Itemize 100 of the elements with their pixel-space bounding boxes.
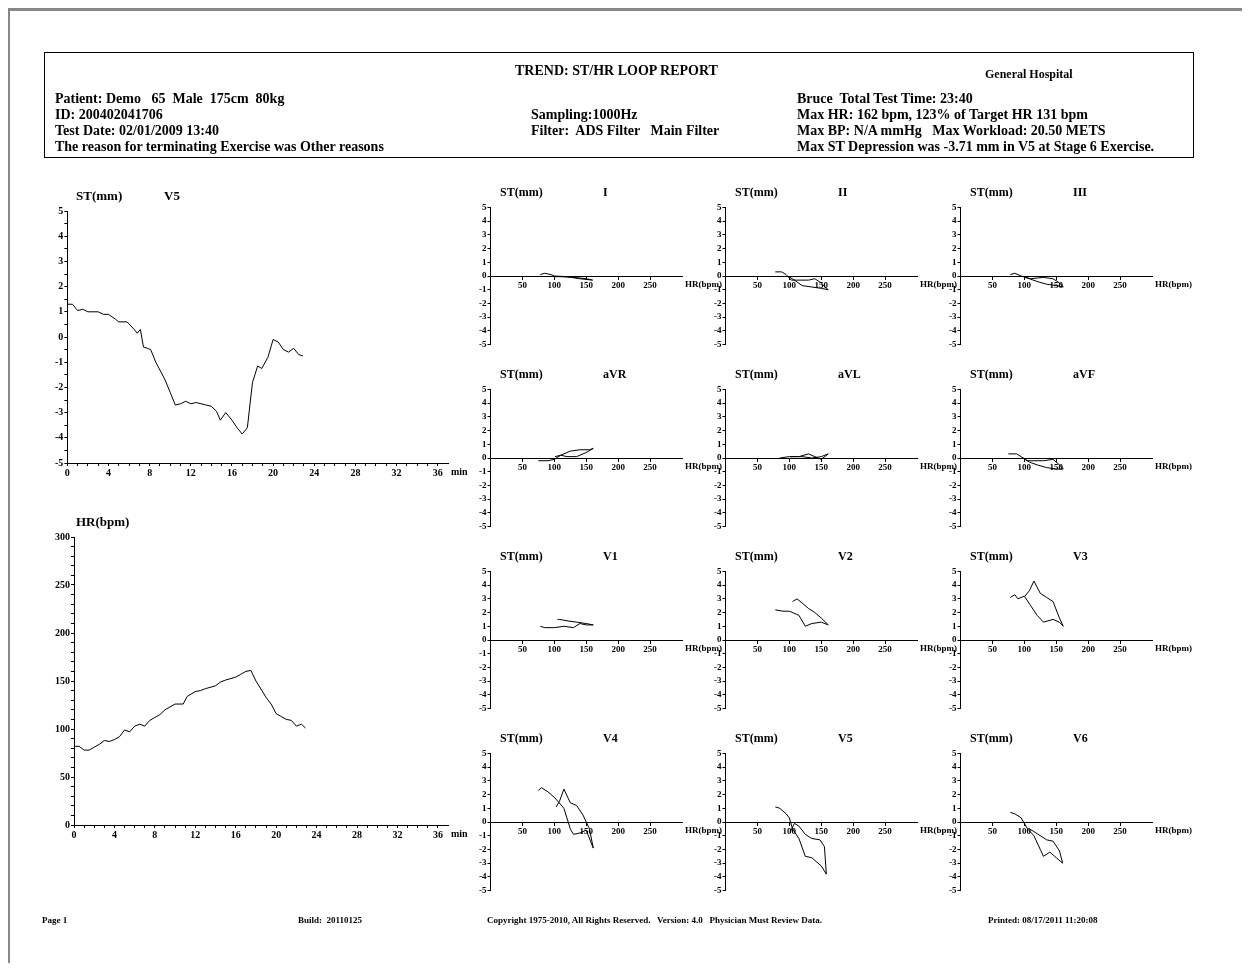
y-tick-label: 1 [952, 438, 957, 449]
y-tick-label: 4 [717, 397, 722, 408]
y-tick-label: -3 [479, 675, 487, 686]
y-tick-label: -2 [714, 661, 722, 672]
y-tick-label: -5 [714, 338, 722, 349]
y-tick-label: -4 [54, 431, 64, 443]
y-tick-label: -4 [714, 507, 722, 518]
y-tick-label: -2 [949, 297, 957, 308]
chart-title: V2 [838, 549, 853, 564]
y-tick-label: 4 [952, 397, 957, 408]
text: Page 1 [42, 915, 68, 925]
text: Copyright 1975-2010, All Rights Reserved. Version: 4.0 Physician Must Review Data. [487, 915, 822, 925]
y-tick-label: 1 [482, 256, 487, 267]
y-tick-label: -3 [949, 311, 957, 322]
y-axis-title: ST(mm) [970, 549, 1013, 564]
x-tick-label: 20 [268, 466, 279, 478]
y-tick-label: 3 [952, 229, 957, 240]
x-tick-label: 100 [1017, 825, 1032, 836]
y-tick-label: -4 [949, 871, 957, 882]
y-tick-label: 5 [482, 565, 487, 576]
y-tick-label: -1 [479, 830, 487, 841]
y-tick-label: -4 [714, 871, 722, 882]
text: TREND: ST/HR LOOP REPORT [515, 63, 718, 79]
x-tick-label: 32 [391, 466, 402, 478]
x-tick-label: 100 [547, 279, 562, 290]
x-tick-label: 28 [352, 828, 363, 840]
x-tick-label: 50 [517, 643, 528, 654]
y-tick-label: -3 [714, 493, 722, 504]
y-tick-label: -4 [479, 871, 487, 882]
y-tick-label: -2 [479, 843, 487, 854]
x-tick-label: 150 [814, 825, 829, 836]
x-tick-label: 100 [547, 643, 562, 654]
y-axis-title: ST(mm) [500, 731, 543, 746]
x-tick-label: 100 [782, 279, 797, 290]
y-tick-label: -5 [714, 520, 722, 531]
x-tick-label: 150 [579, 279, 594, 290]
text: Max BP: N/A mmHg Max Workload: 20.50 METS [797, 123, 1107, 139]
text: ID: 200402041706 [55, 107, 164, 123]
x-tick-label: 250 [643, 643, 658, 654]
x-tick-label: 200 [611, 643, 626, 654]
y-tick-label: -3 [714, 675, 722, 686]
x-tick-label: 250 [878, 643, 893, 654]
y-tick-label: -2 [479, 297, 487, 308]
x-tick-label: 8 [152, 828, 158, 840]
x-tick-label: 16 [230, 828, 241, 840]
y-tick-label: 5 [717, 383, 722, 394]
y-tick-label: -2 [714, 843, 722, 854]
y-tick-label: 5 [952, 747, 957, 758]
x-tick-label: 28 [350, 466, 361, 478]
chart-title: V5 [838, 731, 853, 746]
y-tick-label: -2 [54, 380, 64, 392]
y-tick-label: -3 [479, 857, 487, 868]
y-tick-label: 4 [482, 397, 487, 408]
y-tick-label: 2 [952, 242, 957, 253]
y-tick-label: 1 [952, 256, 957, 267]
y-tick-label: -1 [479, 466, 487, 477]
y-tick-label: -3 [714, 311, 722, 322]
y-tick-label: 0 [717, 452, 722, 463]
y-tick-label: 2 [952, 788, 957, 799]
chart-title: III [1073, 185, 1088, 200]
y-tick-label: 1 [717, 802, 722, 813]
y-tick-label: 2 [482, 788, 487, 799]
x-tick-label: 50 [752, 825, 763, 836]
y-tick-label: 0 [717, 634, 722, 645]
chart-title: V5 [164, 188, 180, 204]
y-tick-label: 4 [952, 761, 957, 772]
x-tick-label: 36 [432, 828, 443, 840]
y-tick-label: 0 [482, 270, 487, 281]
y-tick-label: 4 [717, 761, 722, 772]
y-tick-label: -5 [479, 338, 487, 349]
text: Bruce Total Test Time: 23:40 [797, 91, 974, 107]
y-tick-label: -3 [714, 857, 722, 868]
y-tick-label: 0 [952, 634, 957, 645]
y-tick-label: 0 [58, 330, 64, 342]
y-tick-label: 4 [58, 229, 64, 241]
y-tick-label: 2 [482, 242, 487, 253]
text: General Hospital [985, 66, 1073, 82]
y-tick-label: 150 [55, 674, 70, 686]
y-tick-label: -3 [479, 311, 487, 322]
x-tick-label: 200 [846, 643, 861, 654]
x-tick-label: 250 [643, 461, 658, 472]
x-tick-label: 200 [1081, 643, 1096, 654]
y-axis-title: ST(mm) [500, 367, 543, 382]
y-tick-label: 1 [717, 438, 722, 449]
y-tick-label: -5 [949, 338, 957, 349]
y-tick-label: 2 [717, 424, 722, 435]
x-tick-label: 50 [987, 643, 998, 654]
y-tick-label: -5 [479, 702, 487, 713]
x-tick-label: 250 [878, 825, 893, 836]
x-tick-label: 100 [1017, 461, 1032, 472]
y-tick-label: 3 [482, 411, 487, 422]
x-axis-title: HR(bpm) [1155, 642, 1193, 653]
x-tick-label: 100 [547, 825, 562, 836]
x-tick-label: 50 [987, 461, 998, 472]
y-tick-label: 3 [58, 254, 64, 266]
y-axis-title: ST(mm) [970, 185, 1013, 200]
x-tick-label: 250 [878, 279, 893, 290]
y-tick-label: 1 [482, 620, 487, 631]
y-tick-label: -2 [479, 479, 487, 490]
y-tick-label: 5 [717, 747, 722, 758]
